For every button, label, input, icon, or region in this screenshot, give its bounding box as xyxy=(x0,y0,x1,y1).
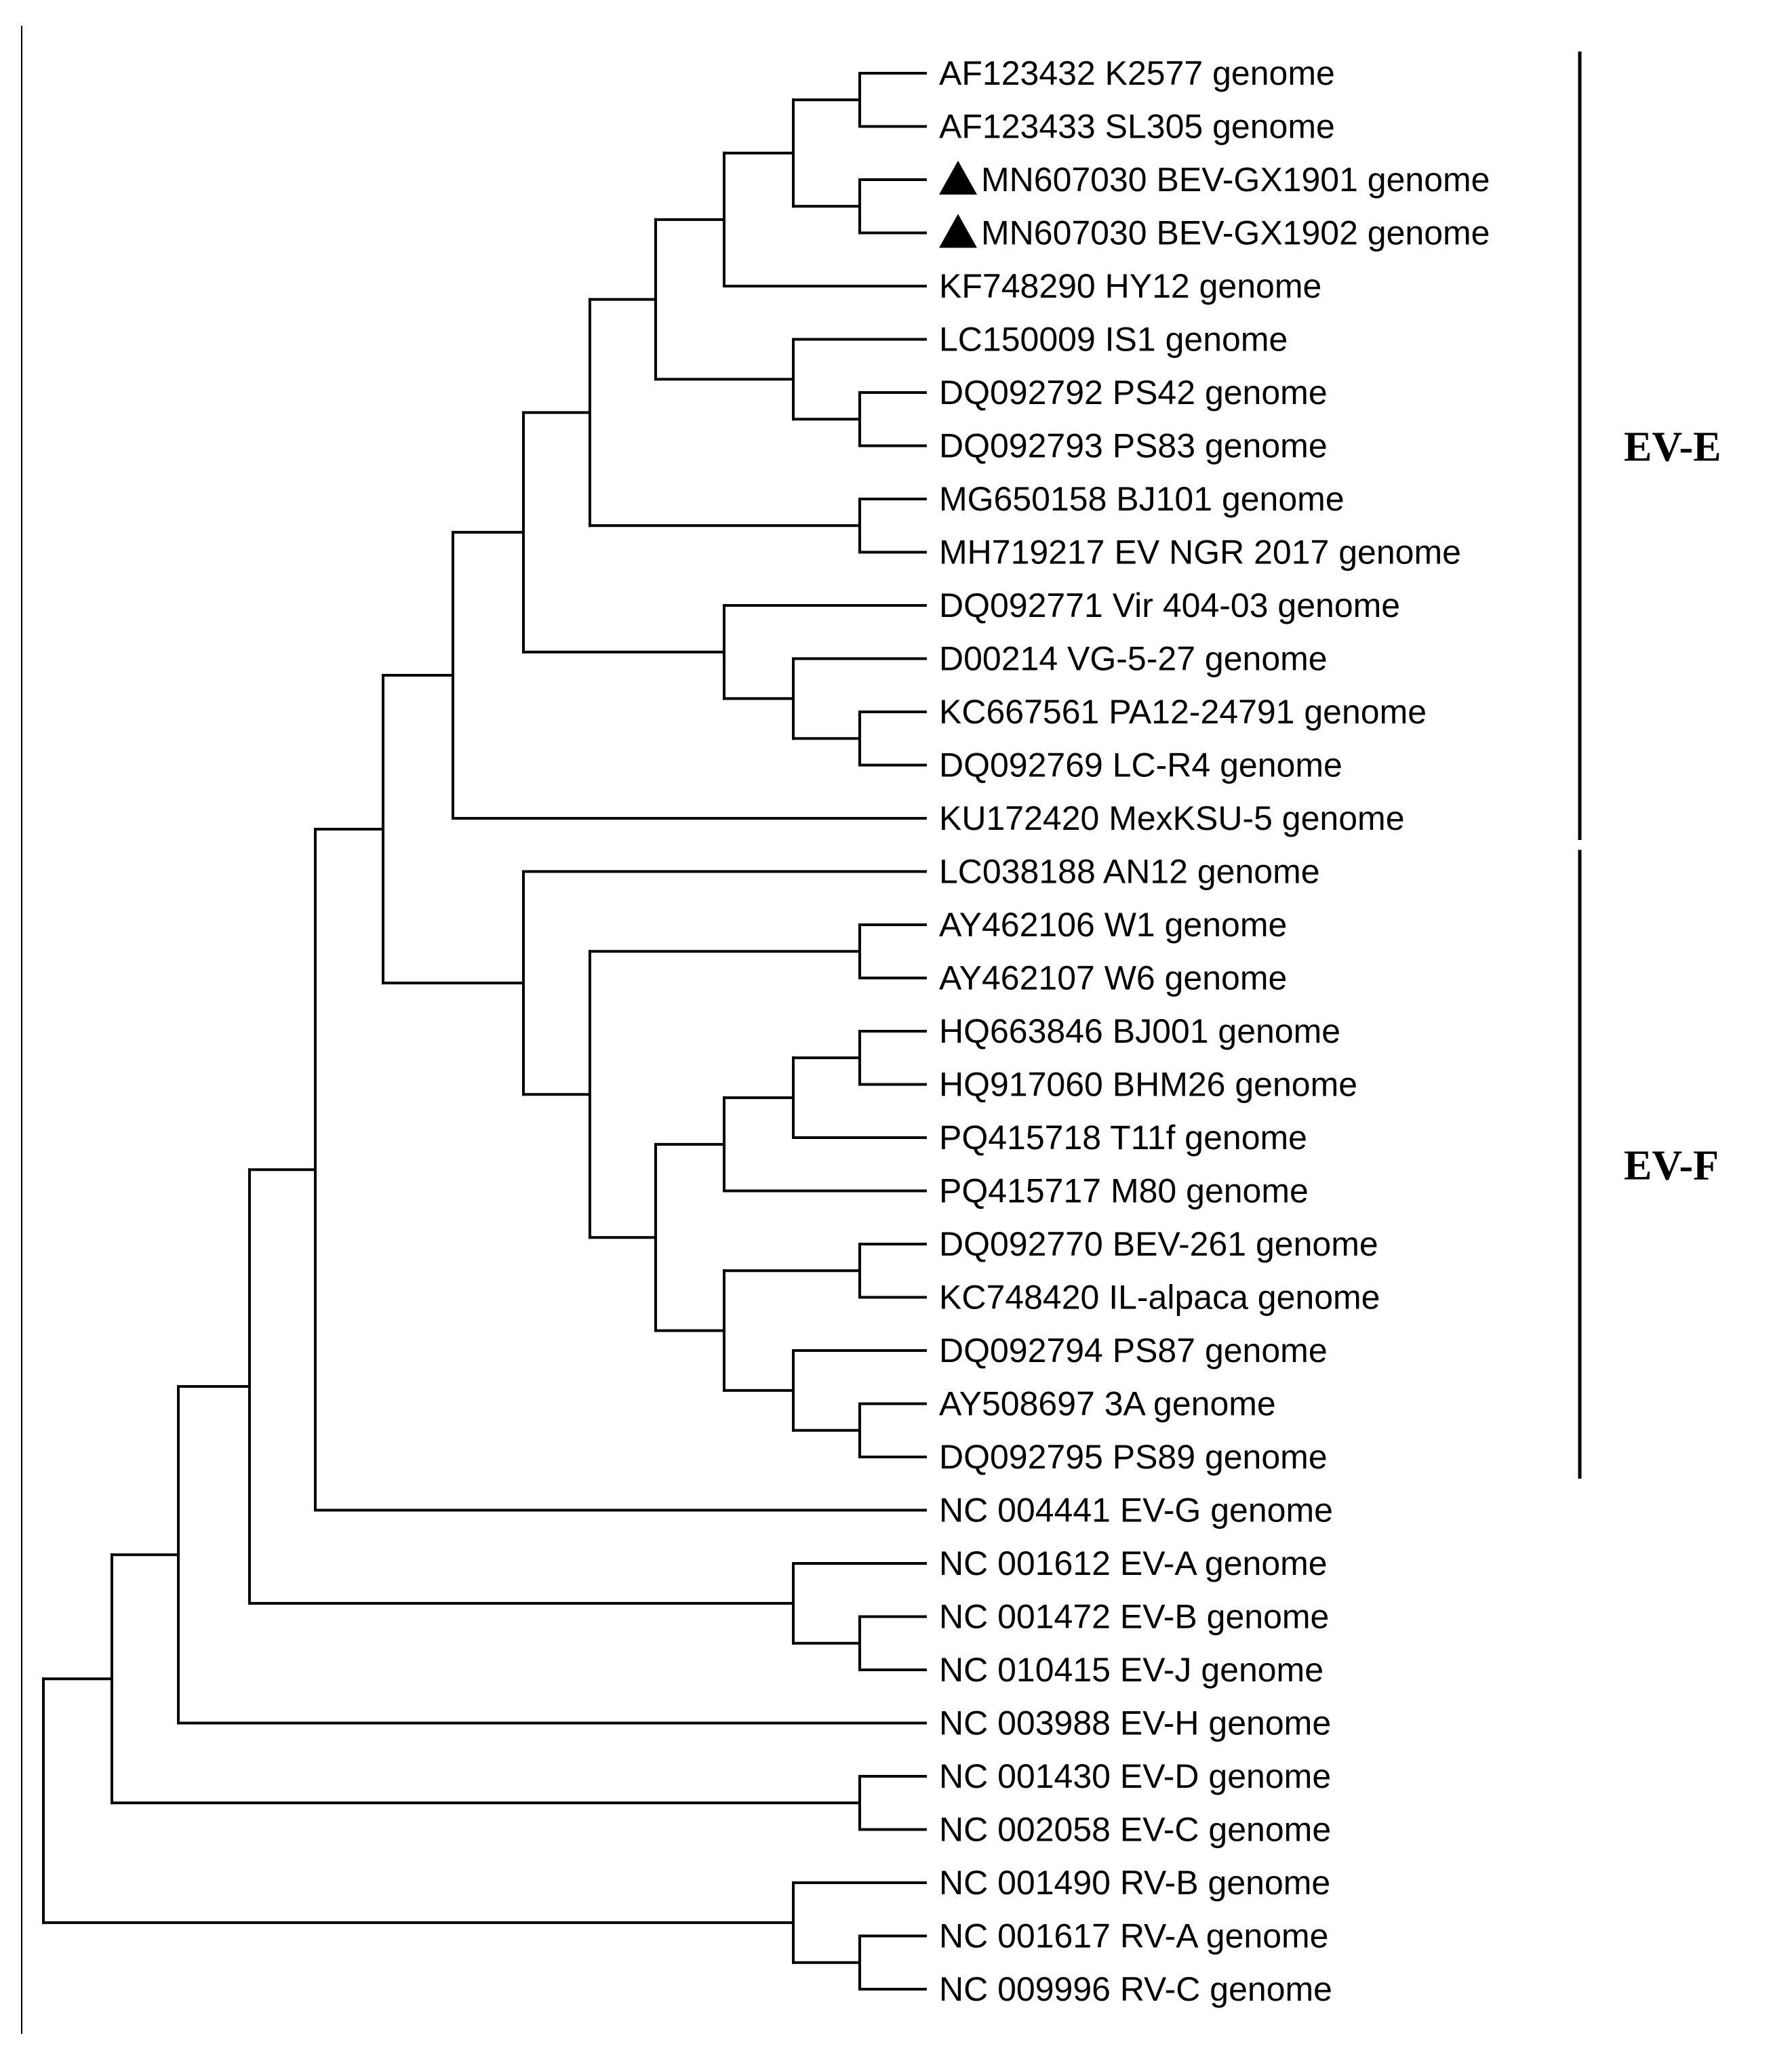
leaf-label: LC150009 IS1 genome xyxy=(939,321,1288,359)
clade-annotations: EV-E EV-F xyxy=(1578,52,1721,1479)
triangle-marker-icon xyxy=(939,214,977,248)
leaf-label: DQ092792 PS42 genome xyxy=(939,374,1328,412)
leaf-label: AY462106 W1 genome xyxy=(939,906,1287,944)
leaf-label: KF748290 HY12 genome xyxy=(939,267,1321,305)
leaf-label: NC 001430 EV-D genome xyxy=(939,1757,1331,1795)
leaf-label: AF123433 SL305 genome xyxy=(939,108,1335,146)
leaf-label: NC 001612 EV-A genome xyxy=(939,1544,1328,1582)
triangle-marker-icon xyxy=(939,161,977,195)
leaf-label: NC 002058 EV-C genome xyxy=(939,1811,1331,1849)
leaf-label: NC 003988 EV-H genome xyxy=(939,1704,1331,1742)
leaf-label: NC 010415 EV-J genome xyxy=(939,1651,1323,1689)
leaf-label: DQ092795 PS89 genome xyxy=(939,1438,1328,1476)
leaf-label: NC 001490 RV-B genome xyxy=(939,1864,1330,1902)
leaf-label: NC 009996 RV-C genome xyxy=(939,1970,1332,2008)
leaf-label: MN607030 BEV-GX1901 genome xyxy=(981,161,1490,199)
leaf-label: MH719217 EV NGR 2017 genome xyxy=(939,534,1461,572)
leaf-label: KC748420 IL-alpaca genome xyxy=(939,1279,1380,1317)
leaf-label: MG650158 BJ101 genome xyxy=(939,480,1345,518)
leaf-label: AF123432 K2577 genome xyxy=(939,54,1335,92)
leaf-label: AY508697 3A genome xyxy=(939,1385,1276,1423)
leaf-label: DQ092771 Vir 404-03 genome xyxy=(939,586,1400,624)
sample-markers xyxy=(939,161,977,248)
clade-label: EV-F xyxy=(1624,1142,1719,1188)
leaf-label: KU172420 MexKSU-5 genome xyxy=(939,799,1405,837)
leaf-label: DQ092793 PS83 genome xyxy=(939,427,1328,465)
leaf-label: NC 001617 RV-A genome xyxy=(939,1917,1328,1955)
leaf-label: DQ092769 LC-R4 genome xyxy=(939,746,1342,784)
leaf-label: DQ092770 BEV-261 genome xyxy=(939,1225,1378,1263)
leaf-label: LC038188 AN12 genome xyxy=(939,853,1320,891)
leaf-label: HQ663846 BJ001 genome xyxy=(939,1012,1340,1050)
leaf-labels: AF123432 K2577 genome AF123433 SL305 geno… xyxy=(939,54,1490,2008)
leaf-label: PQ415717 M80 genome xyxy=(939,1172,1309,1210)
leaf-label: HQ917060 BHM26 genome xyxy=(939,1066,1357,1104)
leaf-label: KC667561 PA12-24791 genome xyxy=(939,693,1427,731)
leaf-label: PQ415718 T11f genome xyxy=(939,1119,1307,1157)
leaf-label: NC 004441 EV-G genome xyxy=(939,1492,1333,1530)
leaf-label: D00214 VG-5-27 genome xyxy=(939,640,1328,678)
tree-branches xyxy=(42,72,927,1991)
leaf-label: MN607030 BEV-GX1902 genome xyxy=(981,214,1490,252)
clade-label: EV-E xyxy=(1624,424,1721,471)
leaf-label: AY462107 W6 genome xyxy=(939,959,1287,997)
leaf-label: NC 001472 EV-B genome xyxy=(939,1598,1329,1636)
leaf-label: DQ092794 PS87 genome xyxy=(939,1332,1328,1370)
